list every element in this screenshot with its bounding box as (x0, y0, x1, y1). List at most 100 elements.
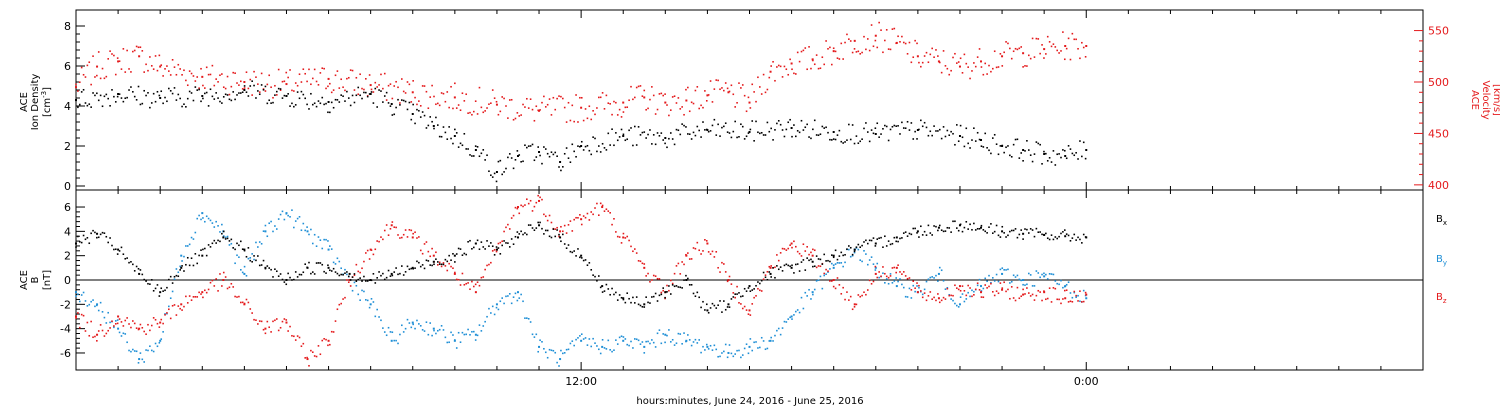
by-point (958, 303, 961, 306)
bx-sample (912, 227, 915, 230)
bx-sample (404, 271, 407, 273)
density-sample (372, 102, 375, 104)
velocity-sample (247, 87, 250, 90)
bx-sample (391, 274, 394, 277)
by-sample (202, 217, 204, 219)
by-sample (637, 339, 640, 342)
velocity-sample (878, 21, 880, 24)
by-point (369, 303, 372, 306)
bz-point (474, 291, 477, 294)
bz-sample (876, 276, 879, 279)
bx-sample (275, 270, 278, 273)
velocity-sample (90, 83, 92, 86)
density-sample (497, 160, 500, 163)
density-sample (1001, 144, 1004, 147)
by-sample (361, 289, 363, 292)
density-sample (766, 121, 769, 124)
density-sample (524, 144, 526, 147)
velocity-sample (347, 76, 350, 79)
density-sample (616, 139, 619, 142)
density-sample (77, 106, 79, 109)
density-sample (937, 130, 939, 132)
bx-sample (141, 273, 144, 276)
bx-sample (135, 265, 138, 268)
density-sample (147, 92, 149, 94)
bz-sample (1027, 292, 1030, 294)
density-sample (92, 92, 94, 94)
bz-sample (287, 330, 289, 332)
bx-sample (880, 236, 882, 239)
bx-sample (1033, 235, 1036, 238)
velocity-sample (925, 51, 928, 54)
bz-sample (363, 260, 365, 263)
by-sample (520, 293, 522, 296)
by-sample (294, 220, 297, 222)
bz-sample (418, 236, 420, 238)
bx-sample (211, 242, 214, 245)
by-sample (378, 316, 380, 318)
bz-sample (493, 249, 496, 251)
velocity-sample (899, 41, 901, 43)
bx-point (369, 279, 372, 281)
bz-sample (205, 291, 208, 294)
legend-by-sub: y (1443, 259, 1447, 267)
by-sample (857, 248, 860, 251)
density-point (432, 125, 435, 127)
bx-sample (923, 230, 926, 233)
by-sample (603, 347, 606, 349)
bz-sample (476, 281, 479, 284)
bx-sample (690, 283, 693, 286)
bz-sample (480, 276, 483, 279)
bx-sample (643, 306, 646, 308)
by-sample (571, 340, 574, 342)
bx-sample (158, 295, 161, 297)
bz-sample (499, 241, 502, 244)
bx-sample (969, 223, 971, 226)
by-sample (747, 352, 750, 355)
y-tick-label: 6 (64, 201, 71, 214)
velocity-sample (480, 106, 483, 109)
bz-sample (609, 211, 611, 214)
bx-sample (421, 264, 424, 266)
density-point (327, 101, 330, 103)
bz-sample (925, 299, 928, 302)
velocity-sample (340, 78, 342, 81)
by-sample (245, 274, 248, 277)
by-sample (372, 301, 375, 303)
bz-sample (488, 263, 490, 266)
velocity-sample (853, 48, 856, 50)
bx-sample (497, 247, 500, 249)
bz-sample (113, 325, 115, 327)
density-sample (238, 92, 240, 94)
bx-sample (454, 261, 456, 263)
velocity-point (1043, 48, 1046, 51)
bz-sample (503, 230, 505, 233)
bx-sample (687, 277, 689, 280)
by-sample (923, 288, 926, 291)
by-sample (916, 285, 918, 287)
bz-sample (774, 266, 776, 269)
velocity-point (622, 101, 625, 104)
by-sample (387, 326, 390, 329)
bx-sample (696, 291, 699, 294)
by-sample (711, 349, 714, 351)
bz-point (643, 266, 646, 269)
density-sample (956, 124, 958, 126)
density-sample (385, 91, 388, 94)
density-sample (876, 122, 879, 125)
bz-sample (704, 239, 706, 241)
bz-sample (669, 279, 672, 282)
by-sample (169, 297, 172, 300)
bz-sample (107, 329, 110, 332)
density-sample (96, 92, 98, 95)
density-sample (666, 146, 668, 149)
bx-sample (830, 254, 833, 256)
velocity-sample (974, 65, 977, 68)
by-sample (677, 332, 680, 335)
bx-sample (173, 275, 176, 278)
density-point (874, 133, 877, 135)
bz-point (327, 339, 330, 342)
by-sample (546, 356, 549, 359)
density-sample (541, 162, 543, 165)
